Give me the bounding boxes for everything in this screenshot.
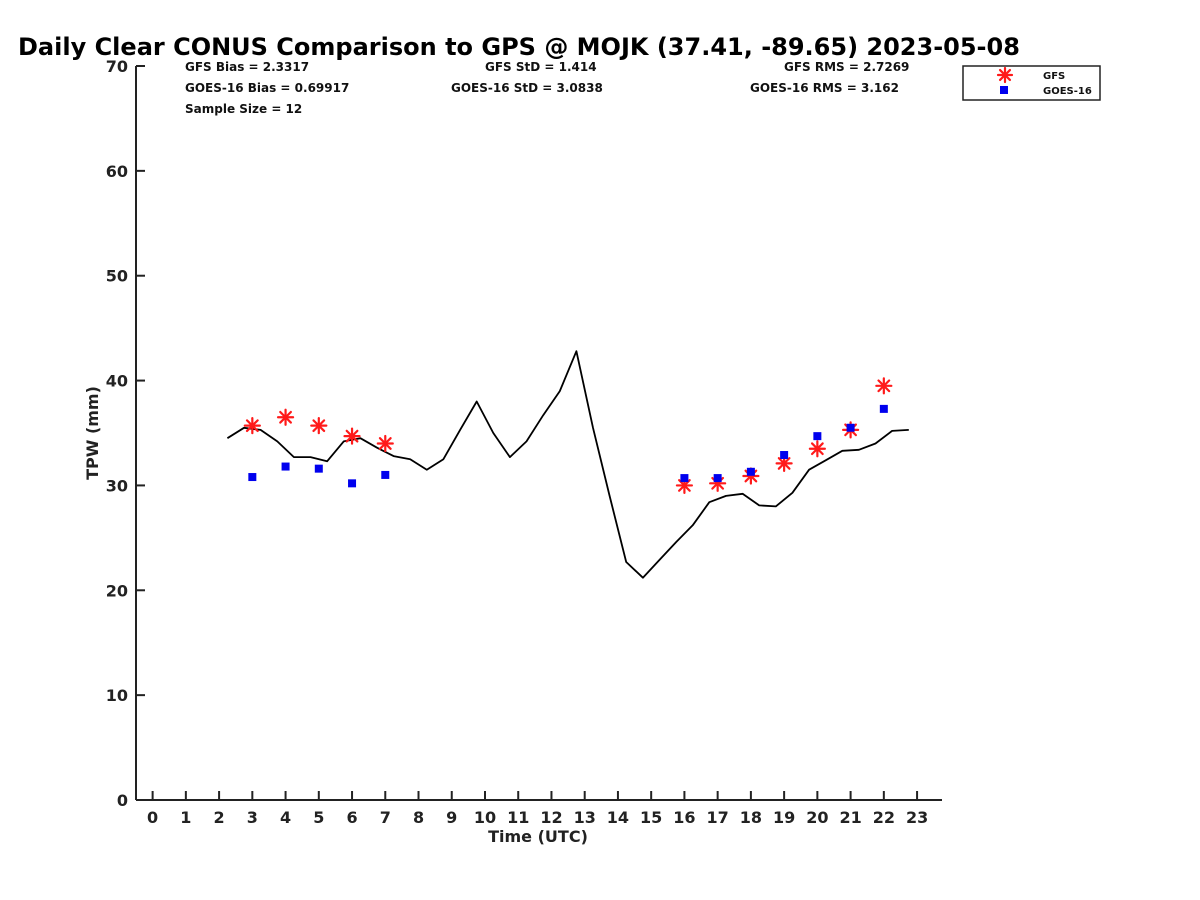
gfs-point: [808, 440, 826, 458]
y-tick-label: 30: [106, 476, 128, 495]
goes-point: [680, 474, 689, 483]
y-axis-label: TPW (mm): [83, 386, 102, 480]
chart-title: Daily Clear CONUS Comparison to GPS @ MO…: [18, 33, 1020, 61]
gfs-point: [376, 434, 394, 453]
gfs-point: [875, 377, 893, 395]
gfs-point: [310, 417, 328, 435]
x-tick-label: 17: [707, 808, 729, 827]
x-tick-label: 10: [474, 808, 496, 827]
x-tick-label: 3: [247, 808, 258, 827]
x-tick-label: 9: [446, 808, 457, 827]
gfs-point: [343, 427, 361, 445]
gfs-point: [243, 417, 261, 435]
x-tick-label: 11: [507, 808, 529, 827]
x-axis-label: Time (UTC): [488, 827, 588, 846]
x-tick-label: 22: [873, 808, 895, 827]
x-tick-label: 2: [214, 808, 225, 827]
y-tick-label: 10: [106, 686, 128, 705]
x-tick-label: 14: [607, 808, 629, 827]
x-tick-label: 20: [806, 808, 828, 827]
gfs-point: [276, 408, 295, 426]
gfs-points-layer: [243, 377, 893, 495]
x-tick-label: 12: [540, 808, 562, 827]
x-tick-label: 6: [346, 808, 357, 827]
goes-points-layer: [248, 404, 888, 488]
x-tick-label: 4: [280, 808, 291, 827]
x-ticks: 0 1 2 3 4 5 6 7 8 9 10 11 12 13 14 15 16 17 18 19 20 21 22 23: [147, 791, 928, 827]
stats-block: GFS Bias = 2.3317 GOES-16 Bias = 0.69917…: [185, 60, 909, 116]
gfs-std-stat: GFS StD = 1.414: [485, 60, 597, 74]
axes: 0 1 2 3 4 5 6 7 8 9 10 11 12 13 14 15 16 17 18 19 20 21 22 23 0…: [106, 57, 942, 827]
y-tick-label: 60: [106, 162, 128, 181]
legend-goes-marker: [1000, 86, 1008, 94]
legend: GFS GOES-16: [962, 65, 1101, 101]
legend-gfs-asterisk: [996, 66, 1014, 84]
x-tick-label: 18: [740, 808, 762, 827]
goes-point: [879, 404, 888, 413]
x-tick-label: 23: [906, 808, 928, 827]
gfs-rms-stat: GFS RMS = 2.7269: [784, 60, 909, 74]
plot-area: [226, 350, 909, 579]
x-tick-label: 15: [640, 808, 662, 827]
goes-point: [813, 432, 822, 441]
x-tick-label: 0: [147, 808, 158, 827]
gfs-bias-stat: GFS Bias = 2.3317: [185, 60, 309, 74]
legend-gfs-marker: [996, 66, 1014, 84]
goes-point: [381, 470, 390, 479]
goes-rms-stat: GOES-16 RMS = 3.162: [750, 81, 899, 95]
y-tick-label: 0: [117, 791, 128, 810]
gfs-point: [775, 454, 793, 473]
y-tick-label: 40: [106, 372, 128, 391]
legend-goes-label: GOES-16: [1043, 86, 1092, 97]
x-tick-label: 19: [773, 808, 795, 827]
gps-line: [226, 350, 909, 579]
x-tick-label: 21: [839, 808, 861, 827]
goes-point: [846, 423, 855, 432]
x-tick-label: 7: [380, 808, 391, 827]
goes-std-stat: GOES-16 StD = 3.0838: [451, 81, 603, 95]
y-tick-label: 50: [106, 267, 128, 286]
goes-bias-stat: GOES-16 Bias = 0.69917: [185, 81, 349, 95]
legend-gfs-label: GFS: [1043, 71, 1065, 82]
goes-point: [314, 464, 323, 473]
goes-point: [780, 451, 789, 460]
gps-line-layer: [226, 350, 909, 579]
goes-point: [746, 467, 755, 476]
x-tick-label: 16: [673, 808, 695, 827]
goes-point: [248, 473, 257, 482]
x-tick-label: 1: [180, 808, 191, 827]
y-ticks: 0 10 20 30 40 50 60 70: [106, 57, 145, 810]
x-tick-label: 5: [313, 808, 324, 827]
x-tick-label: 8: [413, 808, 424, 827]
y-tick-label: 20: [106, 581, 128, 600]
x-tick-label: 13: [574, 808, 596, 827]
legend-box: [962, 65, 1101, 101]
goes-point: [348, 479, 357, 488]
y-tick-label: 70: [106, 57, 128, 76]
goes-point: [713, 474, 722, 483]
goes-point: [281, 462, 290, 471]
sample-size-stat: Sample Size = 12: [185, 102, 302, 116]
